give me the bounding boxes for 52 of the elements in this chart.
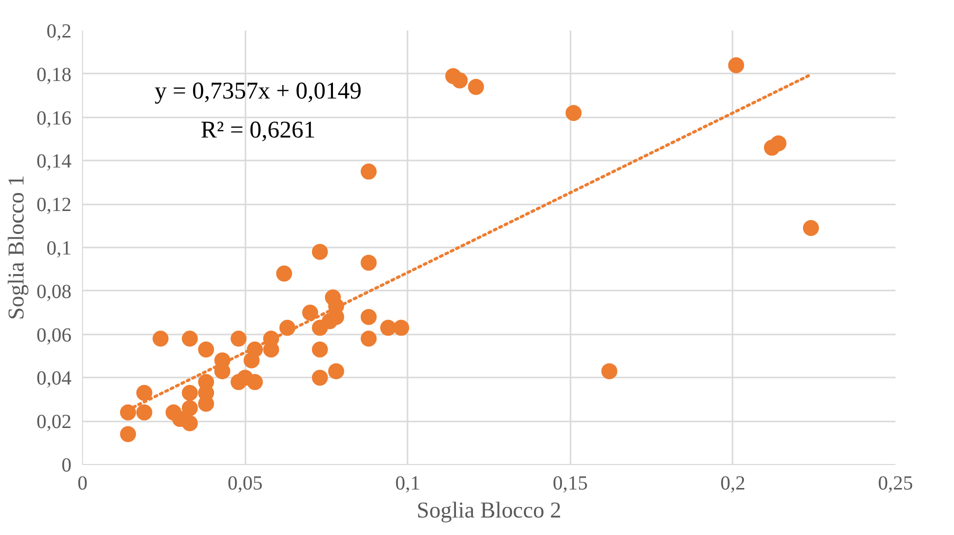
point [182,415,198,432]
y-tick-label: 0,1 [46,238,72,260]
y-tick-label: 0,08 [36,280,72,303]
point [360,308,377,325]
point [182,330,198,347]
annotation: y = 0,7357x + 0,0149 [154,78,362,104]
y-tick-label: 0,04 [36,368,72,390]
y-tick-label: 0 [62,454,72,476]
point [120,426,136,442]
point [198,342,214,358]
point [312,342,328,358]
point [120,404,136,420]
point [328,363,344,380]
point [312,370,328,386]
y-tick-label: 0,06 [36,324,72,346]
point [230,330,247,347]
x-tick-label: 0,1 [395,472,420,494]
y-tick-label: 0,2 [46,20,72,42]
y-axis-title: Soglia Blocco 1 [4,175,28,320]
x-tick-label: 0,25 [878,472,913,494]
point [468,78,484,95]
point [728,57,744,74]
x-tick-label: 0,05 [228,472,263,494]
x-tick-label: 0 [78,472,88,494]
point [302,304,318,321]
point [566,104,582,121]
annotation: R² = 0,6261 [200,117,316,144]
point [312,244,328,260]
point [601,363,618,380]
point [380,320,396,336]
point [770,135,786,152]
point [393,320,410,336]
y-tick-label: 0,18 [36,64,72,86]
y-tick-label: 0,02 [36,411,72,434]
y-tick-label: 0,16 [36,107,72,130]
x-tick-label: 0,2 [720,472,746,494]
point [246,374,263,390]
point [276,266,292,282]
point [360,164,377,180]
point [136,384,152,401]
point [136,404,152,420]
point [360,254,377,271]
point [182,400,198,416]
point [152,330,169,347]
point [182,384,198,401]
x-tick-label: 0,15 [552,472,588,494]
point [802,220,819,236]
x-axis-title: Soglia Blocco 2 [416,498,562,522]
y-tick-label: 0,12 [36,194,72,216]
y-tick-label: 0,14 [36,150,72,173]
point [452,72,468,88]
point [360,330,377,347]
